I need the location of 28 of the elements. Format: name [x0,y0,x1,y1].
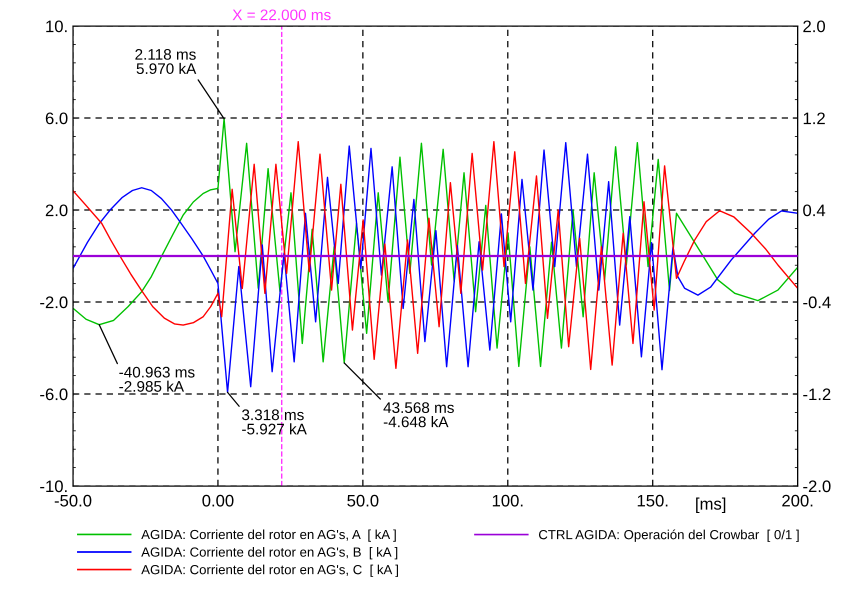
annotation: -40.963 ms -2.985 kA [119,366,195,392]
y2-tick-label: -2.0 [803,480,831,492]
x-tick-label: 50.0 [347,494,378,507]
y-tick-label: -2.0 [40,296,68,308]
y2-tick-label: -0.4 [803,296,831,308]
legend-label: AGIDA: Corriente del rotor en AG's, A [ kA ] [141,529,396,542]
annotation: 43.568 ms -4.648 kA [383,402,454,428]
y2-tick-label: 1.2 [804,112,825,124]
y2-tick-label: 2.0 [803,20,826,32]
y-tick-label: -6.0 [40,388,68,400]
y2-tick-label: -1.2 [803,388,830,400]
legend-label: CTRL AGIDA: Operación del Crowbar [ 0/1 ] [538,529,799,542]
x-tick-label: 150. [638,494,668,507]
y-tick-label: 6.0 [46,112,68,124]
y-tick-label: -10. [40,480,67,492]
legend-label: AGIDA: Corriente del rotor en AG's, C [ kA ] [141,564,398,577]
x-tick-label: -50.0 [54,494,92,507]
y-tick-label: 2.0 [46,204,68,216]
y-tick-label: 10. [46,20,67,32]
legend-label: AGIDA: Corriente del rotor en AG's, B [ kA ] [141,547,398,560]
x-tick-label: 200. [782,494,812,507]
ref-line-label: X = 22.000 ms [232,9,331,20]
x-axis-title: [ms] [696,498,726,514]
y2-tick-label: 0.4 [803,204,826,216]
x-tick-label: 100. [492,494,522,507]
annotation: 3.318 ms -5.927 kA [242,409,307,434]
x-tick-label: 0.00 [202,494,234,507]
annotation: 2.118 ms 5.970 kA [135,48,196,74]
